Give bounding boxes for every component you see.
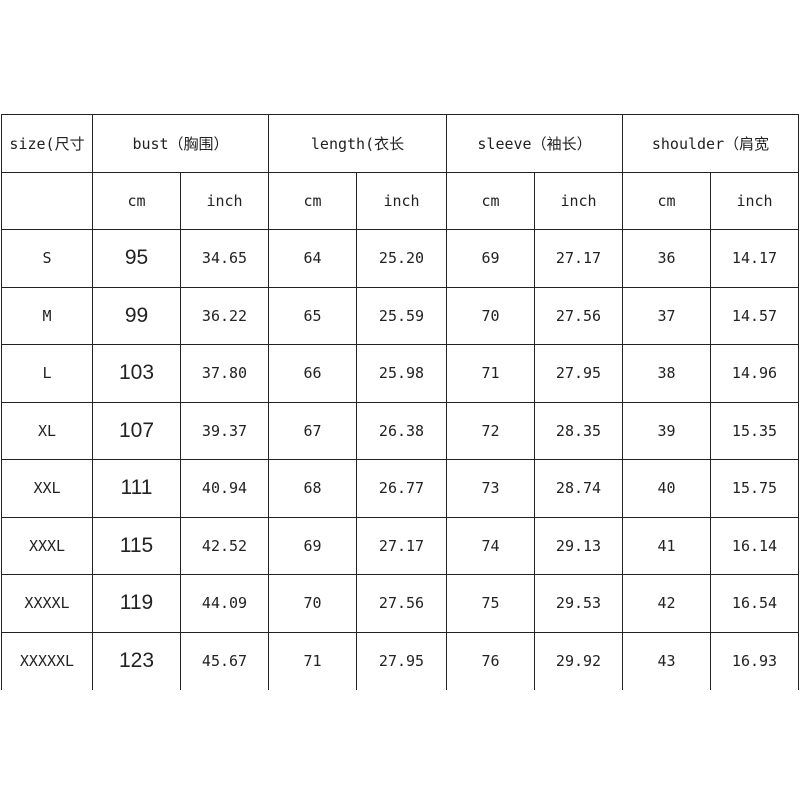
- unit-row: cm inch cm inch cm inch cm inch: [1, 171, 799, 230]
- value-cell: 15.75: [710, 459, 799, 518]
- value-cell: 14.57: [710, 286, 799, 345]
- value-cell: 27.17: [534, 229, 623, 288]
- size-cell: XXXXL: [1, 574, 93, 633]
- size-cell: XXL: [1, 459, 93, 518]
- table-row: XXXXL 119 44.09 70 27.56 75 29.53 42 16.54: [1, 574, 799, 633]
- value-cell: 25.98: [356, 344, 447, 403]
- value-cell: 76: [446, 631, 535, 690]
- table-row: XXXL 115 42.52 69 27.17 74 29.13 41 16.14: [1, 516, 799, 575]
- value-cell: 15.35: [710, 401, 799, 460]
- value-cell: 73: [446, 459, 535, 518]
- value-cell: 36: [622, 229, 711, 288]
- value-cell: 34.65: [180, 229, 269, 288]
- value-cell: 71: [268, 631, 357, 690]
- size-cell: S: [1, 229, 93, 288]
- value-cell: 26.38: [356, 401, 447, 460]
- header-shoulder: shoulder（肩宽: [622, 114, 799, 173]
- value-cell: 37.80: [180, 344, 269, 403]
- value-cell: 39.37: [180, 401, 269, 460]
- unit-cell: inch: [710, 171, 799, 230]
- unit-cell: cm: [446, 171, 535, 230]
- table-row: M 99 36.22 65 25.59 70 27.56 37 14.57: [1, 286, 799, 345]
- value-cell: 115: [92, 516, 181, 575]
- unit-cell: inch: [356, 171, 447, 230]
- value-cell: 29.13: [534, 516, 623, 575]
- value-cell: 67: [268, 401, 357, 460]
- value-cell: 28.74: [534, 459, 623, 518]
- value-cell: 27.95: [534, 344, 623, 403]
- header-sleeve: sleeve（袖长）: [446, 114, 623, 173]
- table-row: XXXXXL 123 45.67 71 27.95 76 29.92 43 16.93: [1, 631, 799, 690]
- value-cell: 64: [268, 229, 357, 288]
- value-cell: 95: [92, 229, 181, 288]
- value-cell: 69: [446, 229, 535, 288]
- table-row: L 103 37.80 66 25.98 71 27.95 38 14.96: [1, 344, 799, 403]
- value-cell: 26.77: [356, 459, 447, 518]
- value-cell: 72: [446, 401, 535, 460]
- table-row: XL 107 39.37 67 26.38 72 28.35 39 15.35: [1, 401, 799, 460]
- value-cell: 16.93: [710, 631, 799, 690]
- value-cell: 65: [268, 286, 357, 345]
- value-cell: 70: [446, 286, 535, 345]
- value-cell: 45.67: [180, 631, 269, 690]
- value-cell: 29.53: [534, 574, 623, 633]
- unit-blank: [1, 171, 93, 230]
- value-cell: 14.17: [710, 229, 799, 288]
- value-cell: 123: [92, 631, 181, 690]
- value-cell: 39: [622, 401, 711, 460]
- value-cell: 42.52: [180, 516, 269, 575]
- unit-cell: inch: [534, 171, 623, 230]
- value-cell: 119: [92, 574, 181, 633]
- value-cell: 40: [622, 459, 711, 518]
- value-cell: 14.96: [710, 344, 799, 403]
- size-cell: XXXXXL: [1, 631, 93, 690]
- value-cell: 29.92: [534, 631, 623, 690]
- value-cell: 99: [92, 286, 181, 345]
- value-cell: 43: [622, 631, 711, 690]
- value-cell: 68: [268, 459, 357, 518]
- value-cell: 27.17: [356, 516, 447, 575]
- unit-cell: cm: [268, 171, 357, 230]
- value-cell: 111: [92, 459, 181, 518]
- value-cell: 41: [622, 516, 711, 575]
- value-cell: 16.14: [710, 516, 799, 575]
- header-bust: bust（胸围）: [92, 114, 269, 173]
- size-cell: XL: [1, 401, 93, 460]
- unit-cell: cm: [92, 171, 181, 230]
- value-cell: 44.09: [180, 574, 269, 633]
- size-cell: XXXL: [1, 516, 93, 575]
- value-cell: 74: [446, 516, 535, 575]
- value-cell: 27.56: [534, 286, 623, 345]
- size-chart-table: size(尺寸 bust（胸围） length(衣长 sleeve（袖长） sh…: [1, 114, 799, 690]
- value-cell: 25.20: [356, 229, 447, 288]
- value-cell: 107: [92, 401, 181, 460]
- value-cell: 16.54: [710, 574, 799, 633]
- value-cell: 37: [622, 286, 711, 345]
- value-cell: 69: [268, 516, 357, 575]
- value-cell: 27.95: [356, 631, 447, 690]
- value-cell: 25.59: [356, 286, 447, 345]
- value-cell: 75: [446, 574, 535, 633]
- size-cell: L: [1, 344, 93, 403]
- unit-cell: inch: [180, 171, 269, 230]
- value-cell: 71: [446, 344, 535, 403]
- unit-cell: cm: [622, 171, 711, 230]
- value-cell: 36.22: [180, 286, 269, 345]
- value-cell: 38: [622, 344, 711, 403]
- value-cell: 70: [268, 574, 357, 633]
- value-cell: 40.94: [180, 459, 269, 518]
- size-cell: M: [1, 286, 93, 345]
- value-cell: 27.56: [356, 574, 447, 633]
- header-length: length(衣长: [268, 114, 447, 173]
- table-row: XXL 111 40.94 68 26.77 73 28.74 40 15.75: [1, 459, 799, 518]
- value-cell: 103: [92, 344, 181, 403]
- header-row: size(尺寸 bust（胸围） length(衣长 sleeve（袖长） sh…: [1, 114, 799, 173]
- value-cell: 66: [268, 344, 357, 403]
- value-cell: 42: [622, 574, 711, 633]
- table-row: S 95 34.65 64 25.20 69 27.17 36 14.17: [1, 229, 799, 288]
- header-size: size(尺寸: [1, 114, 93, 173]
- value-cell: 28.35: [534, 401, 623, 460]
